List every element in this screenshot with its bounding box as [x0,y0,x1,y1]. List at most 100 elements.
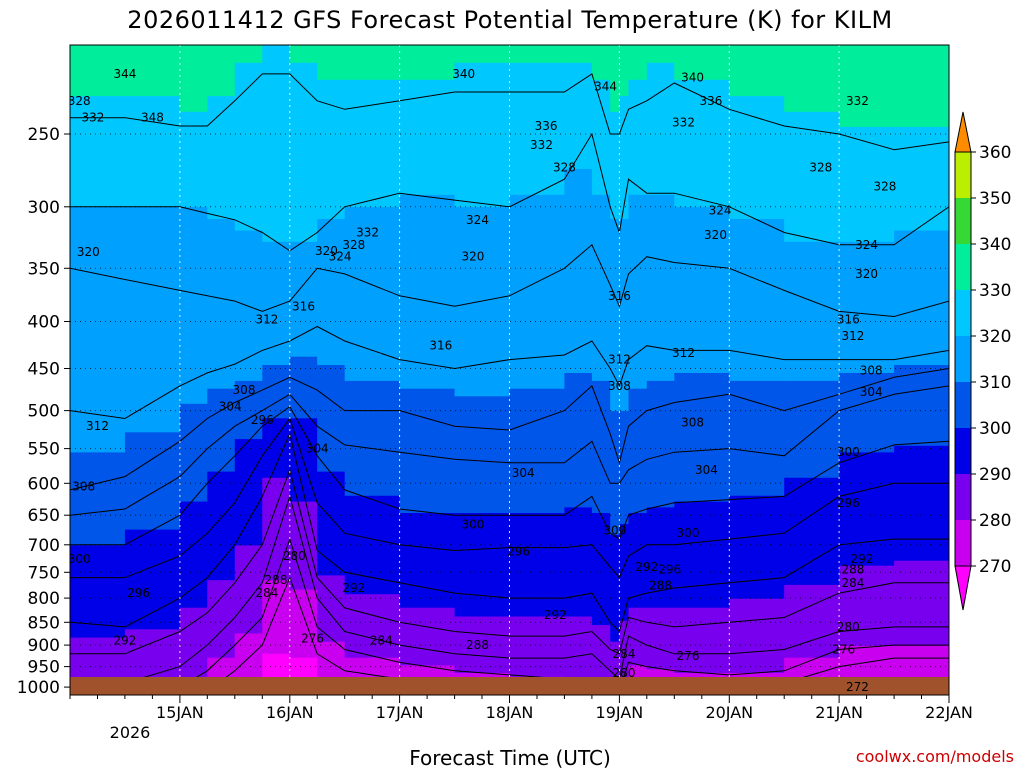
theta-fill-cell [399,79,456,97]
theta-fill-cell [179,155,208,170]
theta-fill-cell [610,645,620,651]
theta-fill-cell [262,388,291,397]
theta-fill-cell [784,524,840,531]
theta-fill-cell [207,501,236,508]
theta-fill-cell [262,194,291,208]
theta-fill-cell [207,45,236,64]
theta-fill-cell [564,339,593,349]
theta-fill-cell [784,580,840,586]
theta-fill-cell [70,570,126,576]
theta-fill-cell [234,594,263,600]
theta-fill-cell [646,111,675,128]
theta-fill-cell [610,273,620,285]
theta-fill-cell [610,348,620,358]
theta-fill-cell [454,452,511,460]
theta-fill-cell [839,645,895,651]
theta-fill-cell [619,322,630,332]
theta-fill-cell [564,669,593,674]
theta-fill-cell [674,45,730,64]
theta-fill-cell [646,565,675,572]
colorbar-segment [955,313,971,336]
theta-fill-cell [70,550,126,557]
theta-fill-cell [262,356,291,366]
theta-fill-cell [894,293,949,304]
theta-fill-cell [289,388,318,397]
theta-fill-cell [610,252,620,265]
theta-fill-cell [610,612,620,618]
theta-fill-cell [399,645,456,651]
theta-fill-cell [619,545,630,552]
theta-fill-cell [619,45,630,64]
theta-fill-cell [839,373,895,382]
theta-fill-cell [179,396,208,405]
theta-fill-cell [344,589,401,595]
theta-fill-cell [179,649,208,655]
theta-fill-cell [207,356,236,366]
theta-fill-cell [207,445,236,453]
theta-fill-cell [564,545,593,552]
theta-fill-cell [610,518,620,525]
theta-fill-cell [591,507,611,514]
theta-fill-cell [399,575,456,581]
theta-fill-cell [674,669,730,674]
contour-label: 316 [837,313,860,327]
theta-fill-cell [207,283,236,295]
theta-fill-cell [610,603,620,609]
theta-fill-cell [784,411,840,419]
theta-fill-cell [399,241,456,254]
theta-fill-cell [646,273,675,285]
theta-fill-cell [564,565,593,572]
theta-fill-cell [344,339,401,349]
theta-fill-cell [729,169,785,183]
theta-fill-cell [234,418,263,426]
theta-fill-cell [610,665,620,670]
theta-fill-cell [234,439,263,447]
theta-fill-cell [399,649,456,655]
theta-fill-cell [894,141,949,156]
theta-fill-cell [179,312,208,323]
theta-fill-cell [628,126,648,142]
theta-fill-cell [610,669,620,674]
theta-fill-cell [317,513,346,520]
theta-fill-cell [509,513,565,520]
colorbar-label: 280 [979,511,1011,531]
theta-fill-cell [509,477,565,485]
theta-fill-cell [729,669,785,674]
theta-fill-cell [344,365,401,374]
theta-fill-cell [628,445,648,453]
theta-fill-cell [839,452,895,460]
theta-fill-cell [399,373,456,382]
theta-fill-cell [839,507,895,514]
theta-fill-cell [564,673,593,678]
theta-fill-cell [564,560,593,567]
theta-fill-cell [70,507,126,514]
theta-fill-cell [207,534,236,541]
theta-fill-cell [262,418,291,426]
theta-fill-cell [646,620,675,626]
theta-fill-cell [207,641,236,647]
theta-fill-cell [619,252,630,265]
theta-fill-cell [234,489,263,497]
theta-fill-cell [344,155,401,170]
theta-fill-cell [674,620,730,626]
theta-fill-cell [289,607,318,613]
theta-fill-cell [124,501,181,508]
theta-fill-cell [729,495,785,503]
theta-fill-cell [344,303,401,314]
theta-fill-cell [124,483,181,491]
theta-fill-cell [234,570,263,576]
theta-fill-cell [289,465,318,473]
theta-fill-cell [509,612,565,618]
theta-fill-cell [674,219,730,232]
theta-fill-cell [317,182,346,196]
theta-fill-cell [591,273,611,285]
theta-fill-cell [591,169,611,183]
contour-label: 304 [219,400,242,414]
theta-fill-cell [784,312,840,323]
theta-fill-cell [610,495,620,503]
theta-fill-cell [729,283,785,295]
theta-fill-cell [894,273,949,285]
theta-fill-cell [784,155,840,170]
theta-fill-cell [70,219,126,232]
theta-fill-cell [646,612,675,618]
